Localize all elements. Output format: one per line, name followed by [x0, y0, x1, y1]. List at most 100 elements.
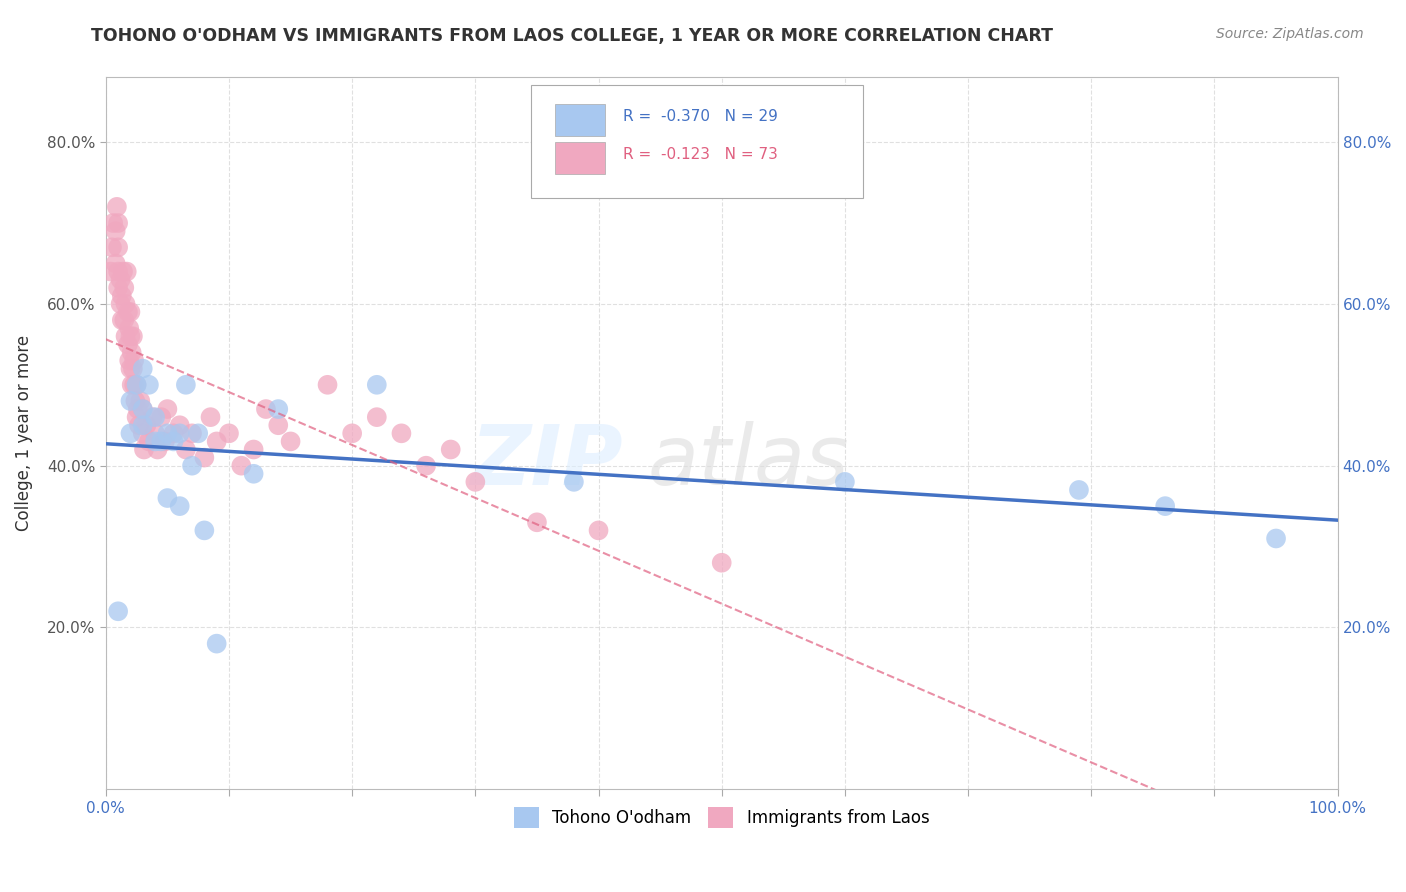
- Point: [242, 442, 264, 457]
- Point: [142, 410, 165, 425]
- Point: [440, 442, 463, 457]
- Point: [391, 426, 413, 441]
- Point: [125, 377, 148, 392]
- Point: [710, 556, 733, 570]
- Point: [254, 402, 277, 417]
- Point: [138, 434, 160, 449]
- Point: [122, 377, 145, 392]
- Point: [205, 434, 228, 449]
- Point: [1265, 532, 1288, 546]
- Point: [112, 281, 135, 295]
- Point: [107, 216, 129, 230]
- Point: [153, 434, 176, 449]
- Point: [103, 216, 125, 230]
- Point: [156, 426, 179, 441]
- Y-axis label: College, 1 year or more: College, 1 year or more: [15, 335, 32, 532]
- Point: [156, 491, 179, 505]
- Text: R =  -0.123   N = 73: R = -0.123 N = 73: [623, 147, 778, 161]
- Point: [187, 426, 209, 441]
- Bar: [555, 142, 605, 174]
- Text: ZIP: ZIP: [471, 421, 623, 502]
- Point: [122, 353, 145, 368]
- Point: [834, 475, 856, 489]
- Point: [101, 240, 124, 254]
- Point: [231, 458, 253, 473]
- Point: [162, 426, 184, 441]
- Point: [132, 418, 155, 433]
- Point: [205, 637, 228, 651]
- Point: [562, 475, 585, 489]
- Point: [169, 499, 191, 513]
- Point: [100, 264, 122, 278]
- Point: [118, 321, 141, 335]
- Point: [107, 604, 129, 618]
- Point: [117, 305, 139, 319]
- Point: [169, 418, 191, 433]
- Point: [156, 402, 179, 417]
- Point: [143, 410, 166, 425]
- Point: [125, 410, 148, 425]
- Point: [127, 402, 149, 417]
- Point: [193, 450, 215, 465]
- Point: [107, 240, 129, 254]
- Point: [1154, 499, 1177, 513]
- Point: [366, 410, 388, 425]
- Point: [146, 442, 169, 457]
- Point: [122, 329, 145, 343]
- Point: [132, 426, 155, 441]
- Point: [143, 434, 166, 449]
- Point: [132, 442, 155, 457]
- Point: [464, 475, 486, 489]
- Point: [340, 426, 363, 441]
- Point: [125, 377, 148, 392]
- Point: [120, 305, 142, 319]
- Point: [118, 353, 141, 368]
- Point: [242, 467, 264, 481]
- Text: TOHONO O'ODHAM VS IMMIGRANTS FROM LAOS COLLEGE, 1 YEAR OR MORE CORRELATION CHART: TOHONO O'ODHAM VS IMMIGRANTS FROM LAOS C…: [91, 27, 1053, 45]
- Point: [132, 402, 155, 417]
- Text: Source: ZipAtlas.com: Source: ZipAtlas.com: [1216, 27, 1364, 41]
- Point: [120, 426, 142, 441]
- Point: [114, 329, 136, 343]
- Text: atlas: atlas: [648, 421, 849, 502]
- Legend: Tohono O'odham, Immigrants from Laos: Tohono O'odham, Immigrants from Laos: [508, 801, 936, 834]
- Point: [128, 418, 150, 433]
- Point: [115, 264, 138, 278]
- Point: [1067, 483, 1090, 497]
- Point: [114, 297, 136, 311]
- Point: [150, 434, 173, 449]
- Point: [132, 402, 155, 417]
- Point: [174, 442, 197, 457]
- Point: [120, 394, 142, 409]
- Point: [105, 200, 128, 214]
- Point: [181, 458, 204, 473]
- Point: [150, 410, 173, 425]
- Point: [122, 361, 145, 376]
- Point: [121, 345, 143, 359]
- Point: [135, 418, 157, 433]
- Point: [169, 426, 191, 441]
- Point: [267, 418, 290, 433]
- Point: [193, 524, 215, 538]
- Point: [120, 329, 142, 343]
- Point: [526, 516, 548, 530]
- Point: [143, 426, 166, 441]
- Text: R =  -0.370   N = 29: R = -0.370 N = 29: [623, 109, 778, 124]
- Point: [112, 264, 135, 278]
- Point: [110, 273, 132, 287]
- Point: [366, 377, 388, 392]
- Point: [112, 313, 135, 327]
- Point: [267, 402, 290, 417]
- Point: [107, 264, 129, 278]
- Point: [129, 394, 152, 409]
- Point: [138, 377, 160, 392]
- FancyBboxPatch shape: [531, 85, 863, 198]
- Point: [110, 297, 132, 311]
- Point: [104, 256, 127, 270]
- Point: [181, 426, 204, 441]
- Point: [162, 434, 184, 449]
- Point: [200, 410, 222, 425]
- Point: [117, 337, 139, 351]
- Point: [120, 361, 142, 376]
- Bar: [555, 103, 605, 136]
